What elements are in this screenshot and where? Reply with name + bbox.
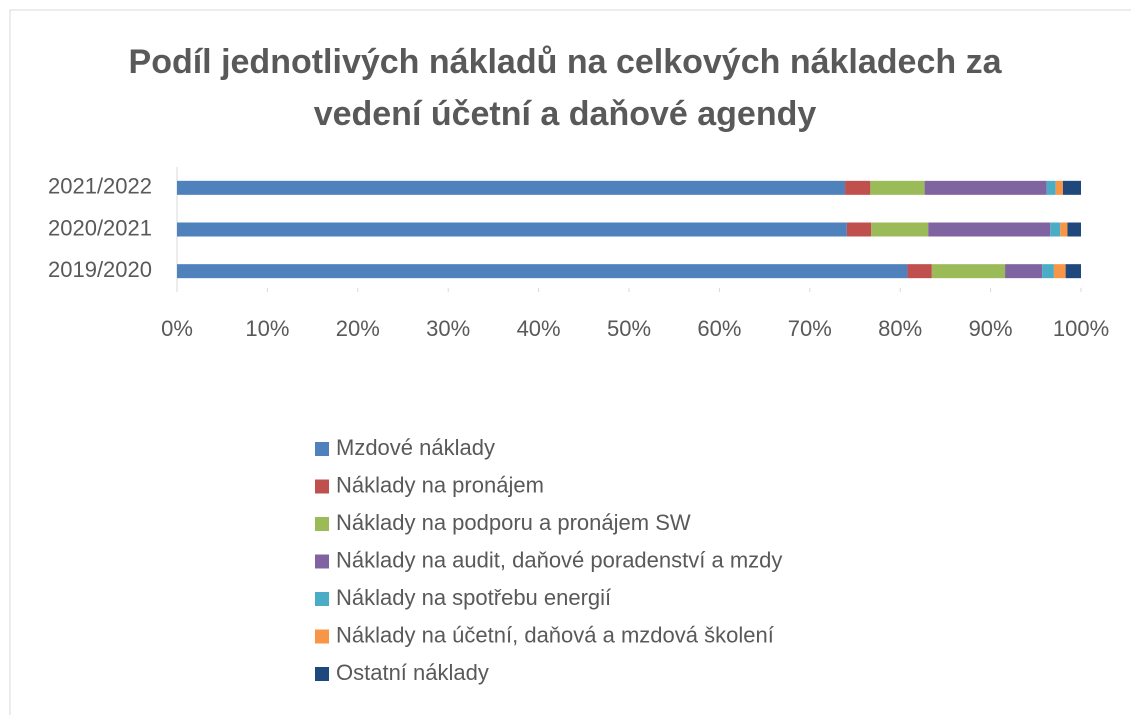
bar-segment	[871, 222, 929, 237]
bar-segment	[907, 264, 932, 279]
bar-segment	[177, 264, 908, 279]
x-tick-label: 30%	[426, 316, 470, 341]
x-tick-label: 0%	[161, 316, 193, 341]
y-tick-label: 2020/2021	[48, 215, 152, 240]
chart-title: Podíl jednotlivých nákladů na celkových …	[128, 43, 1002, 133]
legend-label: Ostatní náklady	[336, 660, 489, 685]
bar-segment	[846, 222, 872, 237]
legend-swatch	[315, 629, 329, 644]
bar-segment	[1062, 180, 1081, 195]
legend-swatch	[315, 442, 329, 456]
legend-label: Náklady na spotřebu energií	[336, 585, 611, 610]
x-tick-label: 90%	[969, 316, 1013, 341]
x-tick-label: 20%	[336, 316, 380, 341]
legend-label: Náklady na pronájem	[336, 472, 544, 497]
bar-segment	[1067, 222, 1081, 237]
bar-segment	[845, 180, 871, 195]
bar-segment	[928, 222, 1051, 237]
legend-swatch	[315, 554, 329, 569]
legend-swatch	[315, 479, 329, 494]
legend-label: Náklady na podporu a pronájem SW	[336, 510, 691, 535]
bar-segment	[924, 180, 1047, 195]
legend-label: Náklady na audit, daňové poradenství a m…	[336, 547, 782, 572]
bar-segment	[870, 180, 925, 195]
x-tick-label: 40%	[517, 316, 561, 341]
bar-segment	[1060, 222, 1068, 237]
bar-segment	[1046, 180, 1056, 195]
x-tick-label: 10%	[245, 316, 289, 341]
x-tick-label: 70%	[788, 316, 832, 341]
bar-segment	[177, 222, 847, 237]
legend-swatch	[315, 517, 329, 531]
bar-segment	[1005, 264, 1043, 279]
x-tick-label: 100%	[1053, 316, 1109, 341]
bar-segment	[1065, 264, 1081, 279]
y-tick-label: 2019/2020	[48, 257, 152, 282]
chart-border	[9, 9, 1131, 715]
x-tick-label: 60%	[697, 316, 741, 341]
legend-label: Náklady na účetní, daňová a mzdová škole…	[336, 622, 774, 647]
bar-segment	[1042, 264, 1054, 279]
bar-segment	[1053, 264, 1066, 279]
x-tick-label: 50%	[607, 316, 651, 341]
bar-segment	[1050, 222, 1061, 237]
legend-label: Mzdové náklady	[336, 435, 495, 460]
bar-segment	[1055, 180, 1063, 195]
x-tick-label: 80%	[878, 316, 922, 341]
legend-swatch	[315, 592, 329, 606]
y-tick-label: 2021/2022	[48, 174, 152, 199]
bar-segment	[177, 180, 846, 195]
legend-swatch	[315, 667, 329, 681]
bar-segment	[931, 264, 1006, 279]
